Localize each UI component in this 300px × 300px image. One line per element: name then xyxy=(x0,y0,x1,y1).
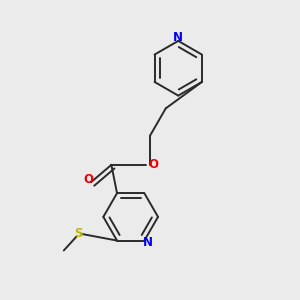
Text: S: S xyxy=(74,227,83,240)
Text: O: O xyxy=(84,173,94,186)
Text: N: N xyxy=(173,32,183,44)
Text: N: N xyxy=(143,236,153,248)
Text: O: O xyxy=(148,158,159,171)
